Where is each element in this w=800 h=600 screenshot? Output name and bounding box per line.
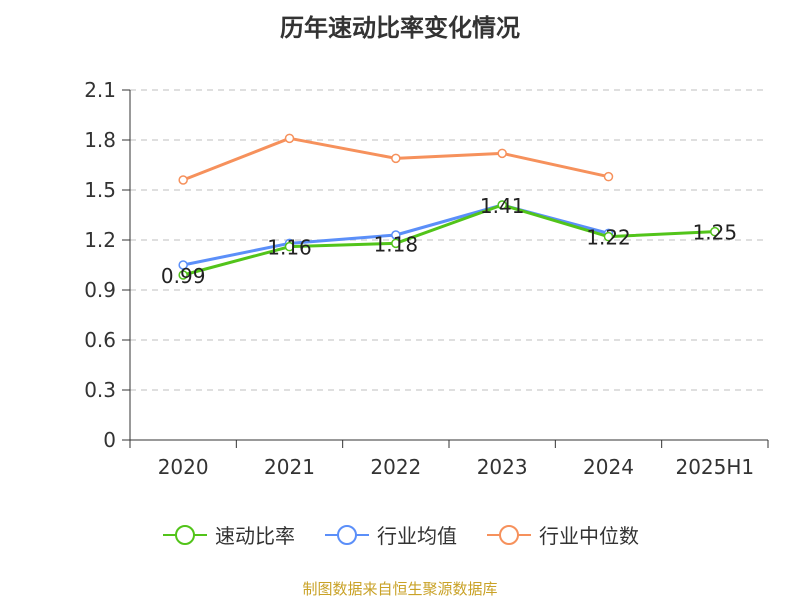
x-tick-label: 2025H1 xyxy=(675,455,754,479)
y-tick-label: 1.2 xyxy=(84,228,116,252)
legend-label: 速动比率 xyxy=(215,524,295,548)
legend-label: 行业中位数 xyxy=(539,524,639,548)
data-point xyxy=(497,148,507,159)
legend-line-circle-icon xyxy=(163,524,207,545)
data-label: 1.22 xyxy=(586,226,631,250)
data-point xyxy=(391,238,401,249)
source-note: 制图数据来自恒生聚源数据库 xyxy=(302,580,498,598)
chart-title: 历年速动比率变化情况 xyxy=(280,14,520,42)
data-label: 0.99 xyxy=(161,264,206,288)
data-point xyxy=(603,171,614,182)
data-point xyxy=(284,133,295,144)
y-tick-label: 1.8 xyxy=(84,128,116,152)
data-labels: 0.99 1.16 1.18 1.41 1.22 1.25 xyxy=(161,194,737,288)
data-point xyxy=(178,260,188,270)
legend-line-circle-icon xyxy=(487,524,531,545)
data-point xyxy=(391,153,401,164)
y-tick-label: 1.5 xyxy=(84,178,116,202)
series-line-0 xyxy=(182,203,715,277)
data-point xyxy=(284,241,295,252)
x-tick-label: 2023 xyxy=(477,455,528,479)
y-tick-label: 0.9 xyxy=(84,278,116,302)
x-tick-label: 2024 xyxy=(583,455,634,479)
x-tick-label: 2021 xyxy=(264,455,315,479)
data-label: 1.41 xyxy=(480,194,525,218)
data-point xyxy=(603,231,614,242)
legend: 速动比率 行业均值 行业中位数 xyxy=(0,520,800,549)
gridlines xyxy=(130,89,768,391)
y-tick-label: 0.3 xyxy=(84,378,116,402)
legend-item: 行业均值 xyxy=(323,520,457,549)
y-tick-label: 0.6 xyxy=(84,328,116,352)
y-tick-label: 0 xyxy=(103,428,116,452)
y-tick-label: 2.1 xyxy=(84,78,116,102)
data-label: 1.18 xyxy=(374,232,419,256)
legend-item: 行业中位数 xyxy=(485,520,639,549)
data-label: 1.16 xyxy=(267,236,312,260)
x-tick-label: 2020 xyxy=(158,455,209,479)
legend-item: 速动比率 xyxy=(161,520,295,549)
legend-line-circle-icon xyxy=(325,524,369,545)
x-tick-label: 2022 xyxy=(370,455,421,479)
series-lines xyxy=(178,133,720,280)
data-label: 1.25 xyxy=(693,221,738,245)
data-point xyxy=(710,226,720,237)
data-point xyxy=(178,175,188,185)
data-point xyxy=(178,270,188,280)
data-point xyxy=(497,200,507,210)
axes: 0 0.3 0.6 0.9 1.2 1.5 1.8 2.1 2020 2021 2022 2023 20… xyxy=(84,78,769,479)
legend-label: 行业均值 xyxy=(377,524,457,548)
